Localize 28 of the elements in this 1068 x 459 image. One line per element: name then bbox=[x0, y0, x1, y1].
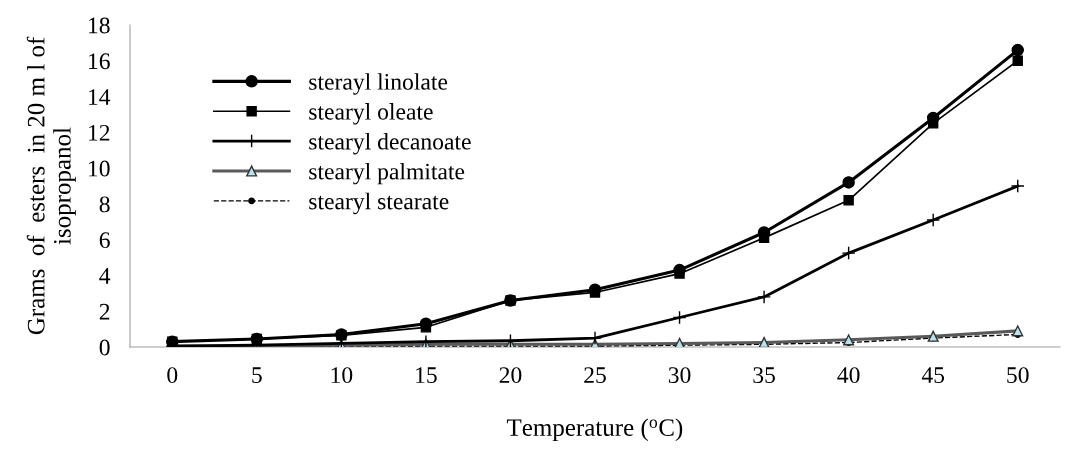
x-tick-label: 40 bbox=[837, 367, 860, 384]
x-tick-label: 30 bbox=[668, 367, 691, 384]
y-tick-label: 12 bbox=[89, 124, 110, 141]
x-tick-label: 35 bbox=[753, 367, 775, 384]
y-tick-label: 2 bbox=[99, 303, 110, 320]
x-tick-label: 15 bbox=[416, 367, 437, 384]
y-tick-label: 14 bbox=[89, 89, 111, 105]
x-tick-label: 10 bbox=[331, 367, 353, 384]
x-tick-label: 0 bbox=[167, 367, 178, 384]
legend-label: sterayl linolate bbox=[309, 73, 448, 95]
y-tick-label: 18 bbox=[89, 17, 110, 34]
x-tick-label: 5 bbox=[252, 367, 262, 384]
x-tick-label: 20 bbox=[499, 367, 522, 384]
y-tick-label: 0 bbox=[99, 339, 110, 356]
x-tick-label: 25 bbox=[584, 367, 606, 384]
x-tick-label: 45 bbox=[921, 367, 945, 384]
legend-label: stearyl palmitate bbox=[309, 162, 465, 185]
y-tick-label: 16 bbox=[89, 53, 110, 70]
x-tick-label: 50 bbox=[1007, 367, 1029, 384]
y-tick-label: 8 bbox=[99, 196, 110, 213]
y-axis-title: Grams of esters in 20 m l of isopropanol bbox=[26, 36, 76, 335]
legend-label: stearyl decanoate bbox=[309, 133, 471, 155]
x-axis-title: Temperature ($^{o}$C) bbox=[506, 418, 683, 442]
legend-label: stearyl oleate bbox=[309, 103, 433, 125]
y-tick-label: 6 bbox=[99, 232, 110, 249]
y-tick-label: 4 bbox=[99, 268, 111, 284]
legend-label: stearyl stearate bbox=[309, 192, 449, 215]
y-tick-label: 10 bbox=[89, 160, 110, 177]
